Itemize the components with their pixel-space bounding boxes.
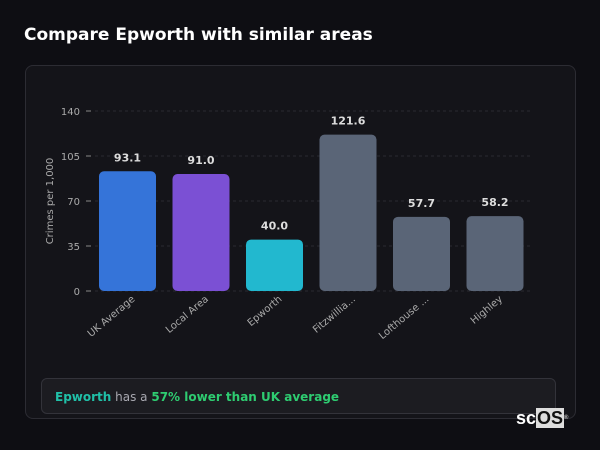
bar-1 [172,174,230,291]
y-tick-label: 0 [74,287,80,298]
y-tick-label: 140 [61,107,80,118]
data-label: 91.0 [187,154,214,167]
x-tick-label: Lofthouse ... [377,294,431,342]
data-label: 57.7 [408,197,435,210]
x-tick-label: Local Area [164,294,211,336]
x-tick-label: Highley [469,294,505,327]
bar-3 [319,134,377,291]
y-axis-label: Crimes per 1,000 [45,158,56,245]
summary-place: Epworth [55,390,112,404]
x-tick-label: Fitzwillia... [311,294,358,336]
summary-middle: has a [111,390,152,404]
y-tick-label: 105 [61,152,80,163]
data-label: 58.2 [481,196,508,209]
data-label: 40.0 [261,220,288,233]
summary-comparison: 57% lower than UK average [151,390,340,404]
scos-logo: scOS® [516,408,569,428]
page-title: Compare Epworth with similar areas [24,25,373,45]
bar-4 [393,216,450,291]
bar-0 [99,171,156,291]
data-label: 93.1 [114,151,141,164]
summary-box: Epworth has a 57% lower than UK average [41,378,556,414]
y-tick-label: 70 [67,197,80,208]
x-tick-label: UK Average [86,294,138,340]
x-tick-label: Epworth [246,294,285,329]
y-tick-label: 35 [67,242,80,253]
data-label: 121.6 [331,115,366,128]
bar-5 [466,216,524,291]
bar-2 [246,239,303,291]
